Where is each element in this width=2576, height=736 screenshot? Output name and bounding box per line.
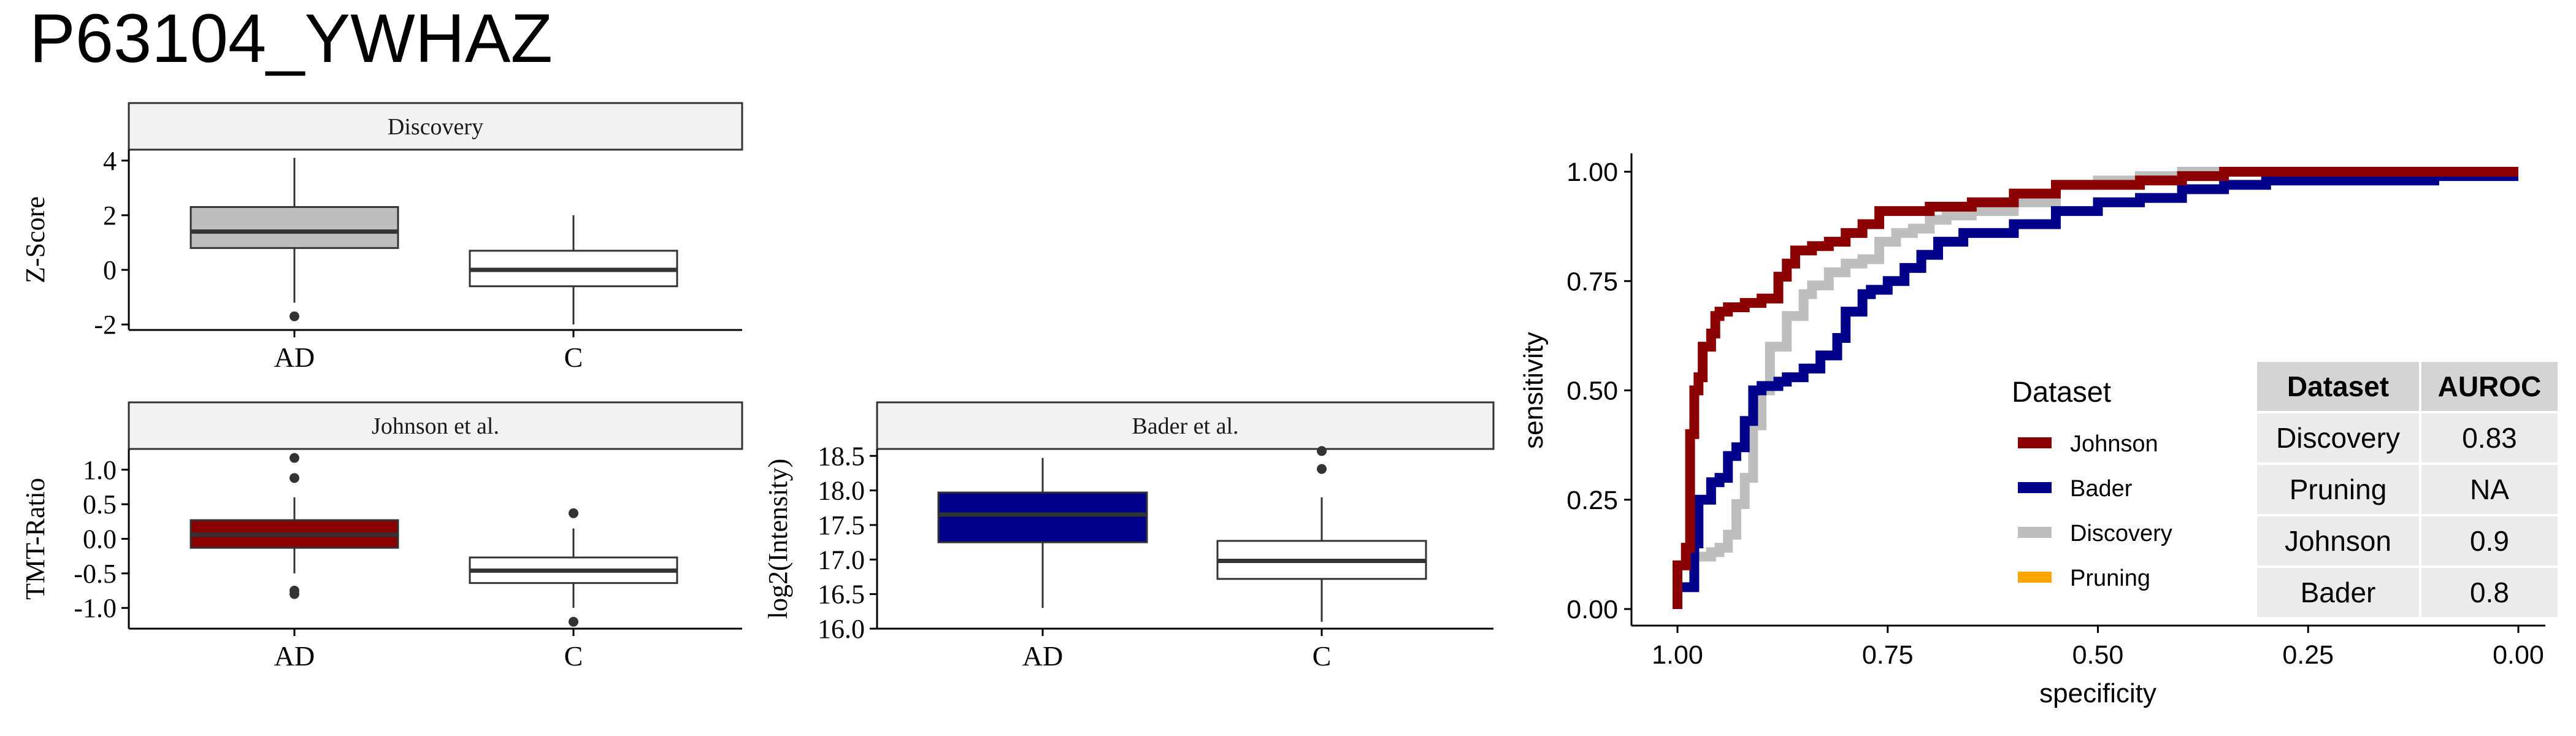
page-title: P63104_YWHAZ [29,0,553,77]
x-tick-label: AD [1022,640,1063,672]
y-tick-label: -0.5 [74,559,117,589]
table-cell-text: 0.9 [2470,525,2509,557]
y-tick-label: 16.0 [818,614,865,644]
x-tick-label: 0.50 [2072,640,2124,670]
y-axis-label: log2(Intensity) [763,459,793,619]
outlier-point [569,508,578,518]
y-tick-label: 2 [103,201,117,231]
roc-legend: Dataset Johnson Bader Discovery Pruning [2012,375,2172,591]
table-header-label: Dataset [2287,370,2389,402]
boxplot-panel-1: Discovery -2 0 2 4 Z-Score AD C [20,102,743,373]
y-axis-label: sensitivity [1519,332,1549,449]
table-cell-text: NA [2470,473,2509,505]
table-cell-text: 0.8 [2470,577,2509,608]
y-tick-label: 0.25 [1566,486,1618,515]
x-tick-label: 1.00 [1652,640,1703,670]
outlier-point [289,311,299,321]
y-tick-label: 1.0 [83,455,117,485]
panel-strip [128,102,743,151]
outlier-point [1317,446,1327,456]
y-tick-label: 0.75 [1566,267,1618,296]
legend-label: Johnson [2070,431,2158,457]
x-tick-label: C [564,342,583,373]
y-tick-label: 18.0 [818,476,865,506]
legend-label: Bader [2070,476,2133,502]
table-cell [2419,411,2560,465]
box-AD [190,206,399,249]
roc-curve-bader [1673,171,2518,609]
auroc-table: Dataset AUROC Discovery 0.83 Pruning NA Johnso… [2255,359,2560,619]
table-cell-text: Johnson [2285,525,2391,557]
panel-strip [128,401,743,450]
boxplot-panel-2: Johnson et al. -1.0 -0.5 0.0 0.5 1.0 TMT-Ratio… [20,401,743,672]
table-cell-text: Discovery [2276,422,2400,454]
table-cell-text: Bader [2301,577,2376,608]
outlier-point [1317,464,1327,474]
y-tick-label: 18.5 [818,441,865,471]
y-tick-label: 0.00 [1566,595,1618,624]
outlier-point [289,453,299,463]
table-cell [2419,565,2560,619]
y-tick-label: 0 [103,255,117,285]
x-tick-label: AD [274,342,315,373]
boxplot-panel-3: Bader et al. 16.0 16.5 17.0 17.5 18.0 18.5 log2… [763,401,1495,672]
panel-strip [876,401,1495,450]
y-tick-label: 4 [103,146,117,176]
outlier-point [289,473,299,483]
y-tick-label: 17.0 [818,545,865,575]
y-tick-label: -1.0 [74,593,117,623]
legend-title: Dataset [2012,375,2111,408]
y-axis-label: TMT-Ratio [20,478,50,600]
panel-strip-label: Bader et al. [1132,413,1238,439]
x-tick-label: 0.75 [1862,640,1914,670]
y-tick-label: 17.5 [818,510,865,540]
y-tick-label: 1.00 [1566,158,1618,187]
legend-label: Pruning [2070,565,2150,591]
x-tick-label: C [564,640,583,672]
table-header-label: AUROC [2438,370,2542,402]
x-tick-label: 0.00 [2493,640,2544,670]
roc-curve-johnson [1673,167,2518,609]
y-tick-label: -2 [94,310,117,340]
legend-label: Discovery [2070,521,2172,546]
y-tick-label: 16.5 [818,580,865,610]
x-tick-label: AD [274,640,315,672]
outlier-point [569,616,578,627]
y-tick-label: 0.5 [83,489,117,519]
x-tick-label: 0.25 [2282,640,2334,670]
panel-strip-label: Johnson et al. [372,413,499,439]
table-cell-text: Pruning [2290,473,2387,505]
panel-strip-label: Discovery [388,114,483,140]
y-axis-label: Z-Score [20,196,50,283]
table-cell-text: 0.83 [2462,422,2517,454]
x-tick-label: C [1313,640,1332,672]
x-axis-label: specificity [2039,678,2156,708]
y-tick-label: 0.0 [83,524,117,554]
roc-panel: 0.00 0.25 0.50 0.75 1.00 1.00 0.75 0.50 0.25 0.00… [1519,153,2545,708]
box-AD [937,491,1148,543]
outlier-point [289,589,299,599]
y-tick-label: 0.50 [1566,377,1618,406]
table-cell [2419,514,2560,568]
